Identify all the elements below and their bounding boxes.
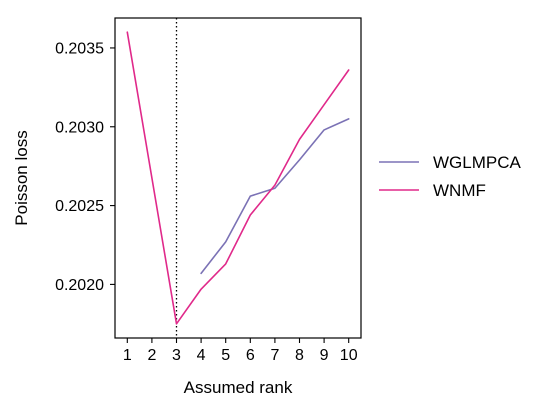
x-axis-label: Assumed rank [184, 378, 293, 397]
series-line-wglmpca [200, 118, 350, 275]
plot-area [126, 18, 350, 338]
y-tick-label: 0.2035 [55, 40, 104, 57]
y-tick-label: 0.2030 [55, 119, 104, 136]
x-tick-label: 5 [221, 347, 230, 364]
x-tick-label: 10 [340, 347, 358, 364]
legend-label-wnmf: WNMF [433, 181, 486, 200]
y-tick-label: 0.2020 [55, 277, 104, 294]
x-tick-label: 7 [270, 347, 279, 364]
series-line-wnmf [126, 31, 350, 325]
axis-ticks: 1 2 3 4 5 6 7 8 9 10 0.2020 0.2025 0.2030 0.2035 [55, 40, 358, 364]
y-tick-label: 0.2025 [55, 198, 104, 215]
plot-frame [114, 17, 362, 339]
legend: WGLMPCA WNMF [379, 153, 522, 200]
x-tick-label: 1 [123, 347, 132, 364]
x-tick-label: 9 [320, 347, 329, 364]
x-tick-label: 4 [197, 347, 206, 364]
x-tick-label: 6 [246, 347, 255, 364]
x-tick-label: 8 [295, 347, 304, 364]
x-tick-label: 3 [172, 347, 181, 364]
x-tick-label: 2 [147, 347, 156, 364]
legend-label-wglmpca: WGLMPCA [433, 153, 522, 172]
y-axis-label: Poisson loss [12, 130, 31, 225]
